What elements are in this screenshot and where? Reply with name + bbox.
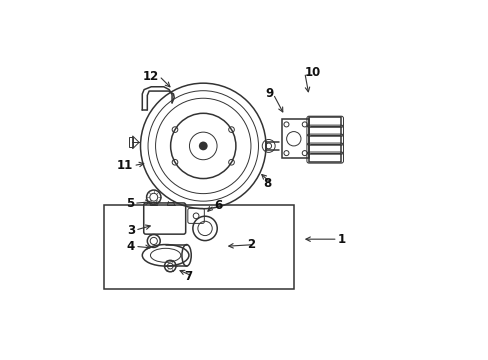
Text: 9: 9 [264, 87, 273, 100]
Bar [129, 137, 133, 147]
Bar [282, 119, 308, 158]
Text: 3: 3 [127, 224, 135, 237]
Bar [308, 117, 341, 162]
Text: 4: 4 [126, 240, 135, 253]
Text: 11: 11 [117, 159, 133, 172]
Circle shape [199, 141, 207, 150]
Text: 8: 8 [263, 177, 271, 190]
Text: 5: 5 [125, 197, 134, 210]
Text: 12: 12 [142, 69, 159, 82]
Text: 10: 10 [304, 66, 320, 79]
Text: 1: 1 [337, 233, 345, 246]
Text: 2: 2 [246, 238, 255, 251]
Text: 6: 6 [214, 199, 222, 212]
Text: 7: 7 [184, 270, 192, 283]
Bar [104, 205, 293, 289]
